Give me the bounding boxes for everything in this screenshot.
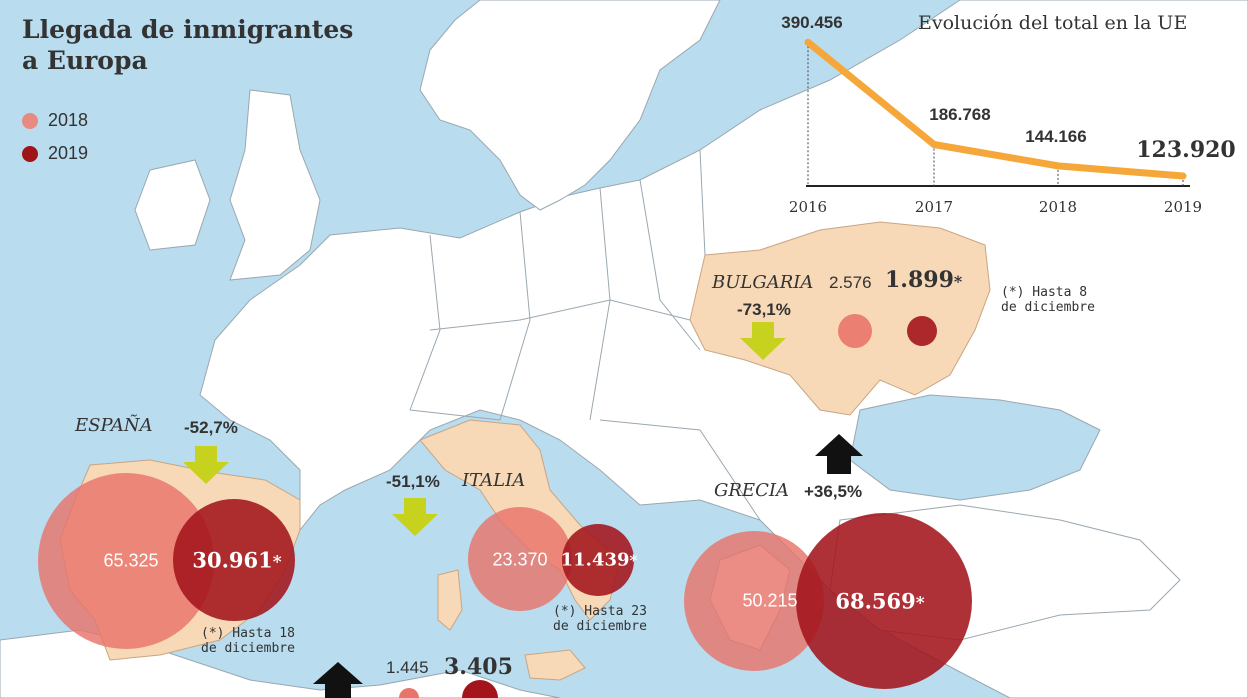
black-sea — [849, 394, 1101, 501]
italy-2019-bubble — [562, 524, 634, 596]
legend-item-2018: 2018 — [22, 104, 88, 137]
italy-name: ITALIA — [462, 470, 526, 491]
spain-2018-value: 65.325 — [103, 550, 159, 571]
legend-swatch-2018 — [22, 112, 38, 129]
italy-2019-value: 11.439 — [560, 549, 630, 571]
malta-2018-bubble — [399, 688, 419, 698]
chart-value-label-2016: 390.456 — [781, 13, 842, 32]
bulgaria-asterisk: * — [953, 272, 963, 291]
greece-pct: +36,5% — [804, 482, 863, 501]
chart-point-2017 — [931, 141, 937, 148]
title-line-2: a Europa — [22, 46, 148, 75]
bulgaria-2018-bubble — [838, 314, 872, 348]
spain-note: (*) Hasta 18 de diciembre — [201, 626, 295, 656]
legend: 2018 2019 — [22, 104, 88, 170]
chart-title: Evolución del total en la UE — [918, 12, 1188, 34]
chart-point-2016 — [805, 39, 811, 46]
bulgaria-note-line-2: de diciembre — [1001, 300, 1095, 315]
greece-up-arrow — [815, 434, 863, 474]
spain-note-line-1: (*) Hasta 18 — [201, 626, 295, 641]
sicily-land — [524, 649, 586, 681]
map-title: Llegada de inmigrantes a Europa — [22, 14, 353, 76]
spain-2019-value: 30.961 — [192, 547, 273, 573]
scandinavia-land — [419, 0, 721, 211]
legend-label-2019: 2019 — [48, 143, 89, 163]
spain-name: ESPAÑA — [75, 415, 153, 436]
legend-swatch-2019 — [22, 145, 38, 162]
greece-asterisk: * — [915, 593, 925, 614]
ireland-land — [134, 159, 211, 251]
spain-asterisk: * — [272, 552, 282, 573]
greece-2019-label: 68.569* — [835, 589, 924, 614]
legend-label-2018: 2018 — [48, 110, 89, 130]
chart-value-label-2019: 123.920 — [1136, 137, 1236, 163]
sardinia-land — [437, 569, 463, 631]
italy-pct: -51,1% — [386, 472, 440, 491]
malta-2018-value: 1.445 — [386, 658, 429, 677]
title-line-1: Llegada de inmigrantes — [22, 15, 354, 44]
italy-asterisk: * — [629, 551, 638, 570]
spain-note-line-2: de diciembre — [201, 641, 295, 656]
chart-tick-2016: 2016 — [789, 198, 827, 216]
italy-note-line-2: de diciembre — [553, 619, 647, 634]
chart-value-label-2017: 186.768 — [929, 105, 990, 124]
greece-2019-value: 68.569 — [835, 588, 916, 614]
italy-down-arrow — [392, 498, 438, 536]
greece-name: GRECIA — [714, 480, 789, 501]
italy-note-line-1: (*) Hasta 23 — [553, 604, 647, 619]
spain-2019-bubble — [173, 499, 295, 621]
bulgaria-pct: -73,1% — [737, 300, 791, 319]
chart-point-2019 — [1180, 173, 1186, 180]
chart-value-label-2018: 144.166 — [1025, 127, 1086, 146]
bulgaria-2019-bubble — [907, 316, 937, 346]
spain-down-arrow — [183, 446, 229, 484]
bulgaria-name: BULGARIA — [712, 272, 814, 293]
greece-2019-bubble — [796, 513, 972, 689]
country-borders — [409, 149, 761, 521]
spain-pct: -52,7% — [184, 418, 238, 437]
eu-total-line-chart: 2016 2017 2018 2019 390.456 186.768 144.166 123… — [781, 13, 1235, 216]
bulgaria-note: (*) Hasta 8 de diciembre — [1001, 285, 1095, 315]
great-britain-land — [229, 89, 321, 281]
spain-2018-bubble — [38, 473, 214, 649]
malta-up-arrow — [313, 662, 363, 698]
greece-2018-bubble — [684, 531, 824, 671]
chart-tick-2018: 2018 — [1039, 198, 1077, 216]
chart-point-2018 — [1055, 162, 1061, 169]
chart-tick-2019: 2019 — [1164, 198, 1202, 216]
legend-item-2019: 2019 — [22, 137, 88, 170]
bulgaria-2019-label: 1.899* — [885, 267, 962, 293]
bulgaria-note-line-1: (*) Hasta 8 — [1001, 285, 1088, 300]
bulgaria-down-arrow — [740, 322, 786, 360]
italy-2019-label: 11.439* — [561, 550, 638, 571]
malta-2019-bubble — [462, 680, 498, 698]
malta-2019-value: 3.405 — [444, 654, 513, 680]
italy-2018-value: 23.370 — [492, 549, 548, 570]
bulgaria-2019-value: 1.899 — [885, 267, 954, 293]
spain-2019-label: 30.961* — [192, 548, 281, 573]
greece-2018-value: 50.215 — [742, 590, 798, 611]
chart-series-line — [804, 38, 1187, 180]
italy-note: (*) Hasta 23 de diciembre — [553, 604, 647, 634]
bulgaria-land — [689, 221, 991, 416]
bulgaria-2018-value: 2.576 — [829, 273, 872, 292]
chart-tick-2017: 2017 — [915, 198, 953, 216]
italy-2018-bubble — [468, 507, 572, 611]
